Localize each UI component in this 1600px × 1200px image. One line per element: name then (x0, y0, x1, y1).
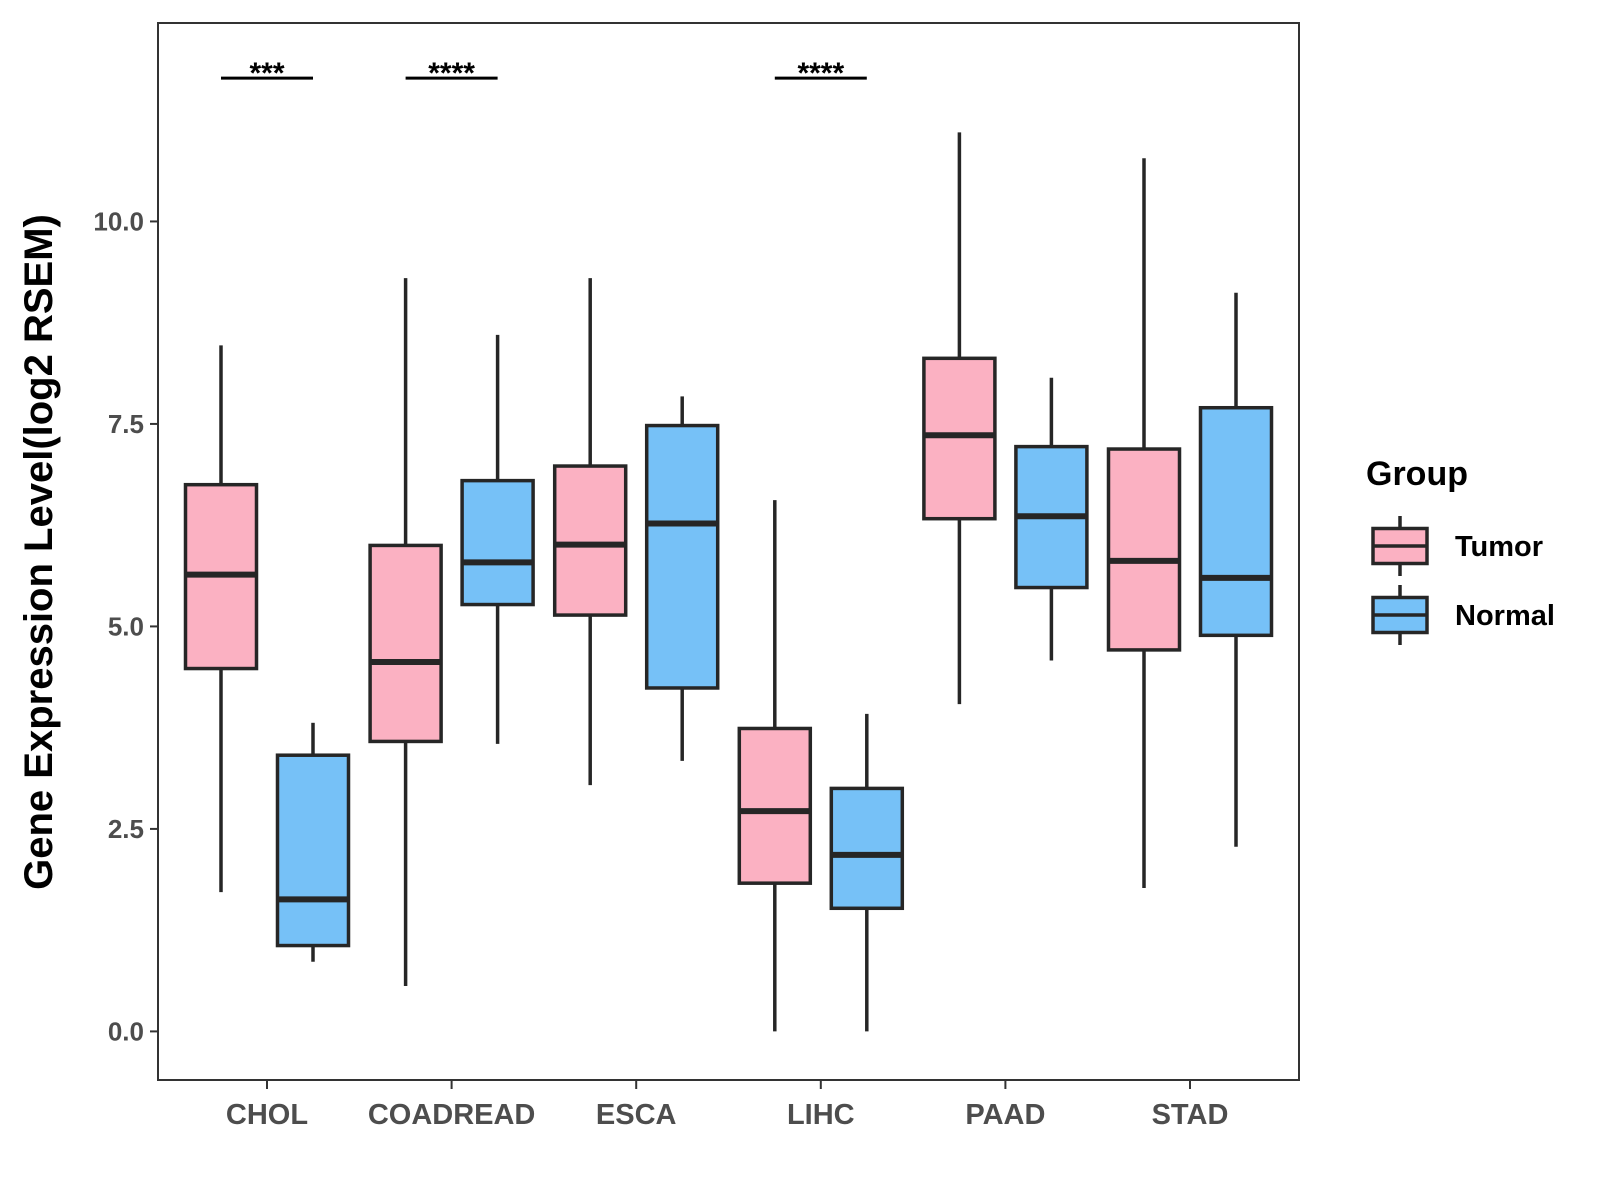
plot-panel (157, 22, 1300, 1081)
significance-label: **** (797, 57, 844, 90)
box-tumor-esca (552, 278, 628, 786)
x-tick-label: LIHC (787, 1099, 855, 1131)
x-axis: CHOL COADREAD ESCA LIHC PAAD STAD (226, 1080, 1228, 1131)
box-normal-lihc (829, 713, 905, 1032)
box-normal-paad (1014, 377, 1089, 661)
y-tick-label: 0.0 (108, 1016, 144, 1046)
box-normal-esca (644, 396, 720, 761)
box-normal-coadread (460, 334, 535, 744)
box-normal-stad (1198, 292, 1274, 847)
box-tumor-lihc (737, 500, 813, 1032)
box-body (922, 356, 997, 521)
box-tumor-chol (183, 345, 259, 893)
box-body (552, 464, 628, 617)
legend-title: Group (1366, 455, 1468, 493)
y-tick-label: 7.5 (108, 409, 144, 439)
box-body (275, 753, 351, 948)
significance-coadread: **** (405, 57, 498, 90)
legend-items: Tumor Normal (1371, 516, 1555, 645)
box-tumor-paad (922, 132, 997, 705)
legend-label: Tumor (1455, 531, 1543, 563)
box-body (737, 726, 813, 885)
annotations-layer: *** **** **** (221, 57, 867, 90)
legend: Group Tumor Normal (1366, 455, 1555, 645)
box-body (1106, 447, 1182, 652)
x-tick-label: STAD (1152, 1099, 1229, 1131)
y-tick-label: 10.0 (93, 206, 144, 236)
y-axis-title: Gene Expression Level(log2 RSEM) (17, 214, 61, 890)
legend-item-normal: Normal (1371, 585, 1555, 645)
y-axis: 0.0 2.5 5.0 7.5 10.0 (93, 206, 158, 1046)
x-tick-label: COADREAD (368, 1099, 536, 1131)
legend-item-tumor: Tumor (1371, 516, 1543, 576)
x-tick-label: ESCA (596, 1099, 677, 1131)
box-tumor-stad (1106, 158, 1182, 889)
x-tick-label: CHOL (226, 1099, 308, 1131)
boxes-layer (183, 132, 1274, 1032)
box-body (368, 543, 443, 744)
box-body (644, 423, 720, 690)
significance-lihc: **** (774, 57, 867, 90)
significance-label: **** (428, 57, 475, 90)
x-tick-label: PAAD (965, 1099, 1045, 1131)
y-tick-label: 2.5 (108, 814, 144, 844)
box-body (460, 478, 535, 607)
legend-label: Normal (1455, 600, 1555, 632)
significance-label: *** (249, 57, 284, 90)
y-tick-label: 5.0 (108, 611, 144, 641)
box-normal-chol (275, 722, 351, 962)
significance-chol: *** (221, 57, 313, 90)
box-tumor-coadread (368, 278, 443, 987)
box-body (1198, 405, 1274, 638)
box-body (829, 786, 905, 911)
